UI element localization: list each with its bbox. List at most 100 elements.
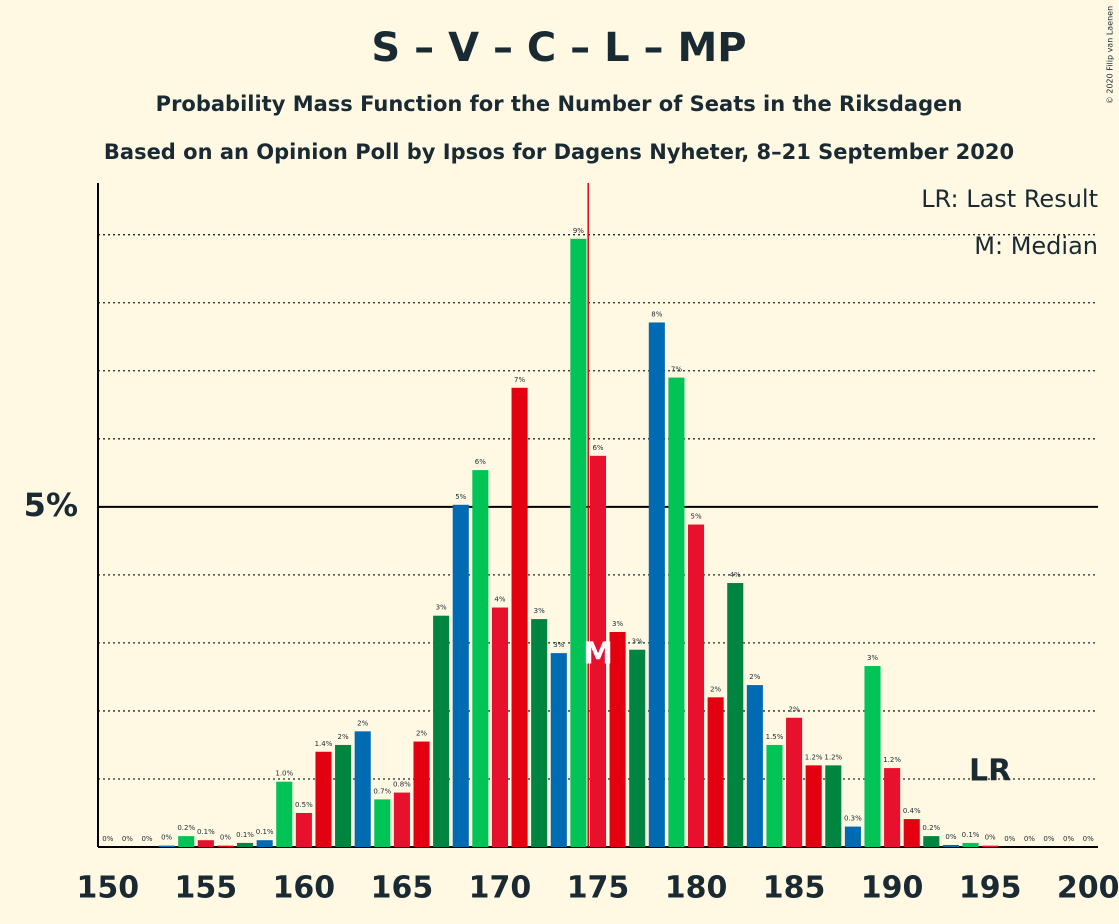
bar xyxy=(197,840,214,847)
value-label: 0% xyxy=(985,834,996,842)
bar xyxy=(786,717,803,847)
value-label: 2% xyxy=(357,719,368,727)
bar xyxy=(256,840,273,847)
x-tick-label: 180 xyxy=(665,871,728,906)
value-label: 0.4% xyxy=(903,807,921,815)
value-label: 1.2% xyxy=(824,753,842,761)
bar xyxy=(491,607,508,847)
chart-subtitle: Based on an Opinion Poll by Ipsos for Da… xyxy=(104,140,1014,164)
bar xyxy=(629,649,646,847)
value-label: 0.1% xyxy=(197,828,215,836)
value-label: 0.1% xyxy=(962,831,980,839)
bar xyxy=(276,781,293,847)
value-label: 0.3% xyxy=(844,815,862,823)
legend-entry: LR: Last Result xyxy=(921,185,1098,213)
bar xyxy=(884,768,901,847)
bar xyxy=(550,653,567,847)
value-label: 7% xyxy=(514,376,525,384)
x-tick-label: 195 xyxy=(959,871,1022,906)
value-label: 2% xyxy=(416,730,427,738)
bar xyxy=(237,842,254,847)
value-label: 3% xyxy=(553,641,564,649)
value-label: 1.5% xyxy=(766,733,784,741)
bar xyxy=(433,615,450,847)
x-tick-label: 175 xyxy=(567,871,630,906)
x-tick-label: 160 xyxy=(273,871,336,906)
value-label: 0% xyxy=(1063,835,1074,843)
bar xyxy=(903,819,920,847)
value-label: 8% xyxy=(651,310,662,318)
value-label: 0% xyxy=(1004,835,1015,843)
bar xyxy=(570,238,587,848)
x-tick-label: 155 xyxy=(175,871,238,906)
value-label: 0% xyxy=(102,835,113,843)
value-label: 3% xyxy=(436,604,447,612)
bar xyxy=(648,322,665,847)
x-tick-label: 185 xyxy=(763,871,826,906)
bar xyxy=(942,844,959,847)
value-label: 0.1% xyxy=(236,831,254,839)
value-label: 4% xyxy=(730,571,741,579)
value-label: 0% xyxy=(122,835,133,843)
value-label: 1.4% xyxy=(315,740,333,748)
value-label: 0.8% xyxy=(393,781,411,789)
bar xyxy=(295,812,312,847)
bar xyxy=(805,765,822,847)
bar xyxy=(158,845,175,847)
value-label: 3% xyxy=(612,620,623,628)
value-label: 6% xyxy=(592,444,603,452)
value-label: 2% xyxy=(710,685,721,693)
value-label: 0.7% xyxy=(373,787,391,795)
value-label: 0% xyxy=(141,835,152,843)
bar xyxy=(589,455,607,847)
y-tick-label: 5% xyxy=(24,486,78,524)
bar xyxy=(511,387,528,847)
value-label: 0% xyxy=(161,834,172,842)
value-label: 5% xyxy=(455,493,466,501)
value-label: 2% xyxy=(338,733,349,741)
bar xyxy=(217,845,234,847)
bar xyxy=(393,792,410,847)
value-label: 3% xyxy=(534,607,545,615)
bar xyxy=(609,632,626,847)
x-tick-label: 200 xyxy=(1057,871,1119,906)
bar xyxy=(982,845,999,847)
value-label: 9% xyxy=(573,227,584,235)
value-label: 0% xyxy=(945,833,956,841)
value-label: 0.2% xyxy=(177,824,195,832)
bar xyxy=(335,744,352,847)
bar xyxy=(531,619,548,847)
legend-entry: M: Median xyxy=(974,232,1098,260)
bar xyxy=(374,799,391,847)
median-marker: M xyxy=(583,637,613,672)
bar xyxy=(668,377,685,847)
value-label: 7% xyxy=(671,366,682,374)
credit: © 2020 Filip van Laenen xyxy=(1106,6,1115,104)
bar xyxy=(688,524,705,847)
value-label: 0% xyxy=(1043,835,1054,843)
chart-subtitle: Probability Mass Function for the Number… xyxy=(156,92,963,116)
value-label: 0.2% xyxy=(922,824,940,832)
bar xyxy=(472,470,489,847)
value-label: 1.2% xyxy=(883,756,901,764)
x-tick-label: 190 xyxy=(861,871,924,906)
bar xyxy=(315,751,332,847)
value-label: 0.1% xyxy=(256,828,274,836)
value-label: 0% xyxy=(1083,835,1094,843)
x-tick-label: 170 xyxy=(469,871,532,906)
bar xyxy=(727,583,744,847)
bar xyxy=(354,731,371,847)
value-label: 6% xyxy=(475,458,486,466)
value-label: 5% xyxy=(690,513,701,521)
bar xyxy=(452,504,469,847)
value-label: 2% xyxy=(749,673,760,681)
bar xyxy=(923,836,940,847)
value-label: 3% xyxy=(867,654,878,662)
bar xyxy=(178,836,195,847)
value-label: 4% xyxy=(494,596,505,604)
bar xyxy=(707,697,724,847)
value-label: 2% xyxy=(789,706,800,714)
bar xyxy=(844,826,861,847)
bar xyxy=(766,744,783,847)
